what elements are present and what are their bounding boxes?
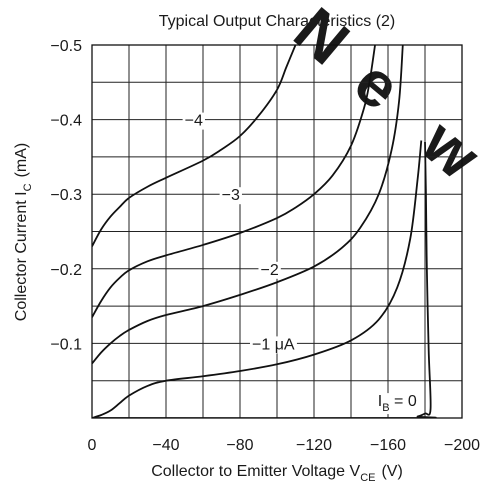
x-axis-title-main: Collector to Emitter Voltage V (151, 463, 360, 480)
x-tick-label: −80 (226, 437, 253, 454)
series-line (92, 140, 423, 418)
series-line (92, 44, 297, 247)
curve-labels: IB = 0 −1 μA −2 −3 −4 (182, 112, 419, 415)
x-axis-title-unit: (V) (381, 463, 402, 480)
curve-label: −1 μA (250, 336, 297, 354)
y-axis-title-main: Collector Current I (13, 191, 30, 321)
curve-label-background (375, 393, 419, 415)
curve-label-background (219, 187, 242, 205)
curve-label-suffix: = 0 (390, 393, 417, 410)
curve-label-background (182, 112, 205, 130)
curve-label: IB = 0 (375, 393, 419, 415)
x-tick-label: −200 (444, 437, 480, 454)
y-tick-label: −0.5 (50, 38, 82, 55)
curve-label-text: −2 (260, 262, 278, 279)
y-axis-title-unit: (mA) (13, 143, 30, 178)
curve-label-text: IB = 0 (378, 393, 417, 414)
curve-label-text: −3 (222, 187, 240, 204)
plot-frame (91, 44, 463, 419)
y-tick-label: −0.1 (50, 336, 82, 353)
x-axis-title: Collector to Emitter Voltage VCE (V) (151, 463, 403, 484)
series-line (92, 44, 376, 318)
curve-label-sub: B (382, 402, 389, 414)
curve-label-background (258, 261, 281, 279)
x-tick-label: 0 (88, 437, 97, 454)
x-tick-label: −40 (152, 437, 179, 454)
curve-label-text: −1 μA (252, 336, 295, 353)
x-tick-label: −120 (296, 437, 332, 454)
curve-label-text: −4 (185, 113, 203, 130)
x-tick-label: −160 (370, 437, 406, 454)
y-tick-label: −0.2 (50, 262, 82, 279)
y-axis-title: Collector Current IC (mA) (13, 143, 34, 321)
y-axis-title-sub: C (22, 183, 34, 191)
y-tick-label: −0.3 (50, 187, 82, 204)
grid (91, 44, 463, 419)
chart-title: Typical Output Characteristics (2) (159, 13, 396, 30)
series-line (92, 44, 404, 365)
curve-label: −4 (182, 112, 205, 130)
x-axis-title-sub: CE (360, 472, 375, 484)
curve-label: −2 (258, 261, 281, 279)
y-tick-label: −0.4 (50, 113, 82, 130)
curves (92, 44, 437, 418)
series-line (92, 141, 437, 418)
curve-label: −3 (219, 187, 242, 205)
curve-label-main: I (378, 393, 382, 410)
tick-labels: 0 −40 −80 −120 −160 −200 −0.1 −0.2 −0.3 −0.4 −0.5 (50, 38, 480, 454)
curve-label-background (250, 336, 297, 354)
